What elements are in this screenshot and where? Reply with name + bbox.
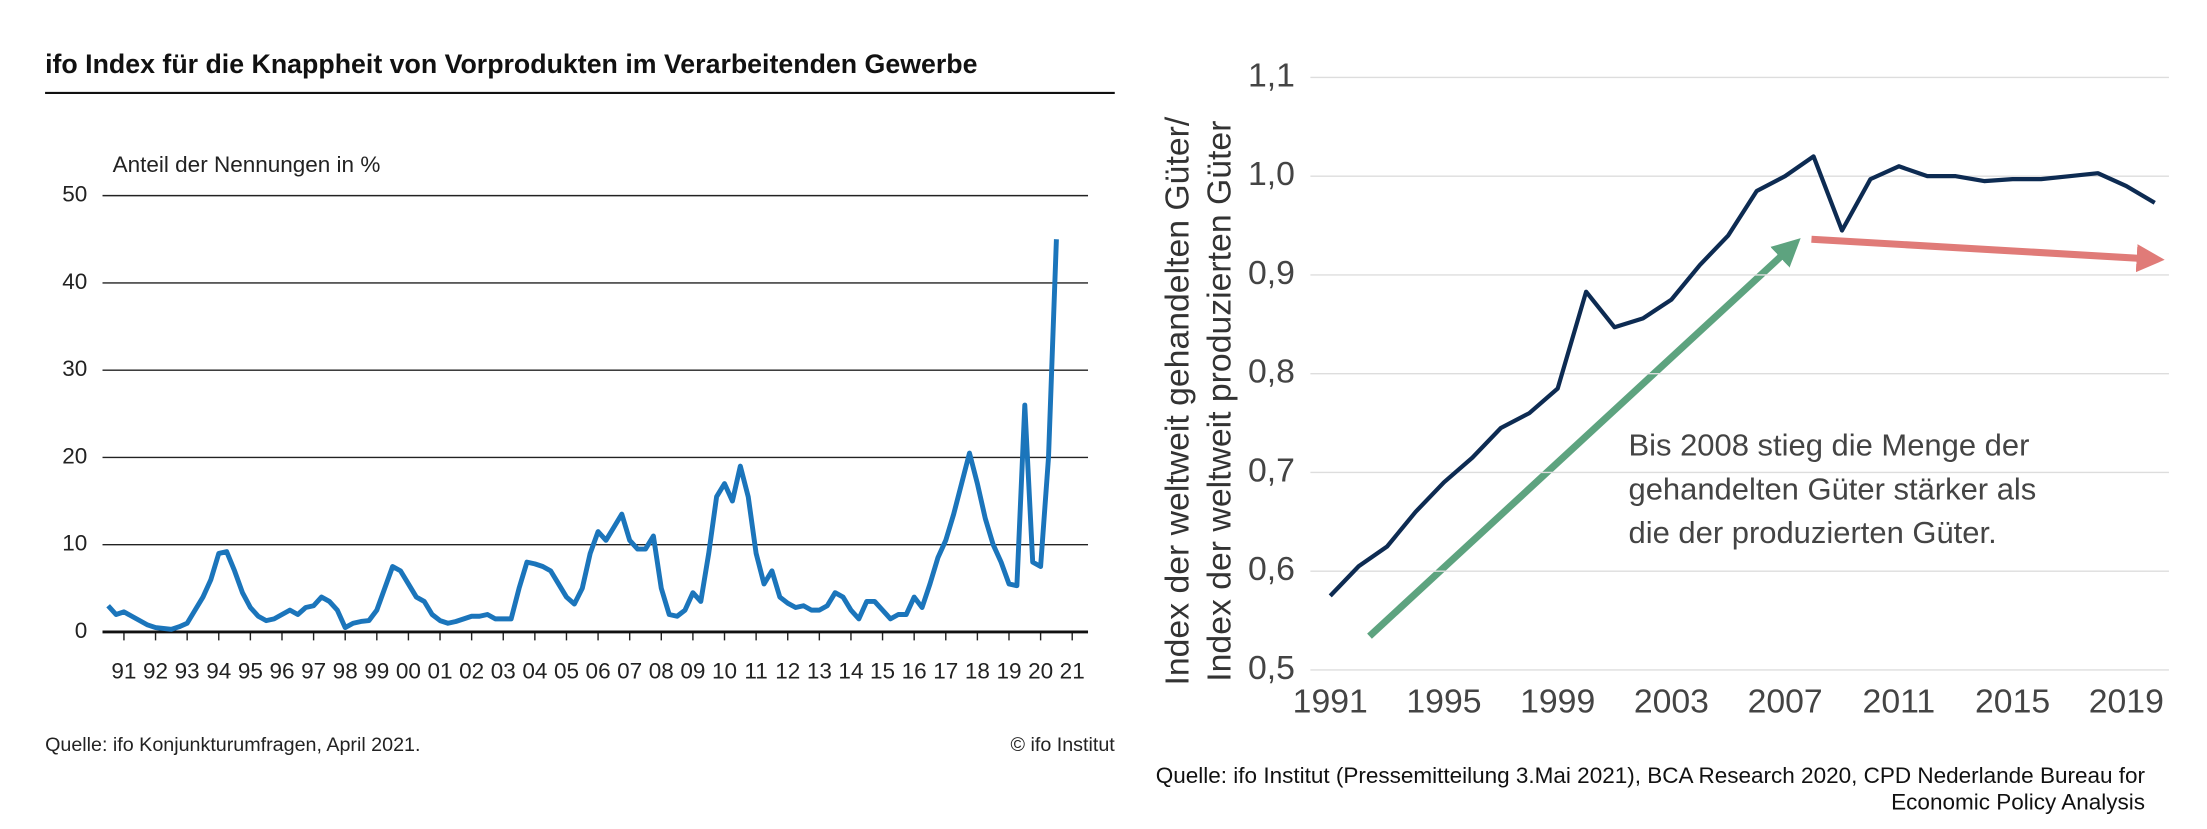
x-tick-label: 2015: [1975, 683, 2050, 721]
x-tick-label: 21: [1060, 659, 1085, 684]
x-tick-label: 14: [838, 659, 863, 684]
x-tick-label: 12: [775, 659, 800, 684]
left-credit: © ifo Institut: [1011, 734, 1116, 756]
x-tick-label: 13: [807, 659, 832, 684]
y-tick-label: 0,8: [1248, 353, 1295, 391]
x-tick-label: 94: [206, 659, 231, 684]
x-tick-label: 01: [428, 659, 453, 684]
y-tick-label: 10: [62, 531, 87, 556]
annotation: Bis 2008 stieg die Menge der: [1628, 428, 2029, 463]
x-tick-label: 96: [269, 659, 294, 684]
right-source: Quelle: ifo Institut (Pressemitteilung 3…: [1156, 763, 2146, 788]
y-tick-label: 0,9: [1248, 254, 1295, 292]
x-tick-label: 17: [933, 659, 958, 684]
x-tick-label: 04: [522, 659, 547, 684]
x-tick-label: 2011: [1863, 683, 1936, 721]
left-subtitle: Anteil der Nennungen in %: [113, 152, 381, 177]
x-tick-label: 1995: [1406, 683, 1481, 721]
y-tick-label: 0,5: [1248, 649, 1295, 687]
x-tick-label: 98: [333, 659, 358, 684]
x-tick-label: 91: [111, 659, 136, 684]
x-tick-label: 2003: [1634, 683, 1709, 721]
x-tick-label: 2019: [2089, 683, 2164, 721]
annotation: gehandelten Güter stärker als: [1628, 471, 2036, 506]
x-tick-label: 10: [712, 659, 737, 684]
y-tick-label: 30: [62, 356, 87, 381]
x-tick-label: 20: [1028, 659, 1053, 684]
right-source: Economic Policy Analysis: [1891, 790, 2145, 815]
x-tick-label: 99: [364, 659, 389, 684]
x-tick-label: 00: [396, 659, 421, 684]
x-tick-label: 15: [870, 659, 895, 684]
x-tick-label: 93: [175, 659, 200, 684]
x-tick-label: 92: [143, 659, 168, 684]
x-tick-label: 07: [617, 659, 642, 684]
x-tick-label: 95: [238, 659, 263, 684]
annotation: die der produzierten Güter.: [1628, 515, 1996, 550]
y-tick-label: 0,6: [1248, 550, 1295, 588]
y-axis-label: Index der weltweit gehandelten Güter/: [1158, 116, 1196, 685]
data-line: [1328, 154, 2156, 598]
x-tick-label: 2007: [1748, 683, 1823, 721]
x-tick-label: 06: [586, 659, 611, 684]
y-axis-label: Index der weltweit produzierten Güter: [1201, 121, 1239, 682]
x-tick-label: 18: [965, 659, 990, 684]
y-tick-label: 20: [62, 443, 87, 468]
data-line: [106, 239, 1059, 632]
x-tick-label: 1991: [1293, 683, 1368, 721]
x-tick-label: 11: [744, 659, 767, 684]
x-tick-label: 09: [680, 659, 705, 684]
trend-arrow-flat: [1811, 235, 2165, 273]
x-tick-label: 05: [554, 659, 579, 684]
left-title: ifo Index für die Knappheit von Vorprodu…: [45, 49, 977, 79]
x-tick-label: 08: [649, 659, 674, 684]
x-tick-label: 19: [996, 659, 1021, 684]
y-tick-label: 40: [62, 269, 87, 294]
y-tick-label: 50: [62, 182, 87, 207]
y-tick-label: 1,1: [1248, 56, 1295, 94]
x-tick-label: 03: [491, 659, 516, 684]
x-tick-label: 02: [459, 659, 484, 684]
y-tick-label: 0: [75, 618, 88, 643]
x-tick-label: 1999: [1520, 683, 1595, 721]
y-tick-label: 1,0: [1248, 155, 1295, 193]
left-source: Quelle: ifo Konjunkturumfragen, April 20…: [45, 734, 420, 756]
y-tick-label: 0,7: [1248, 451, 1295, 489]
x-tick-label: 97: [301, 659, 326, 684]
x-tick-label: 16: [902, 659, 927, 684]
